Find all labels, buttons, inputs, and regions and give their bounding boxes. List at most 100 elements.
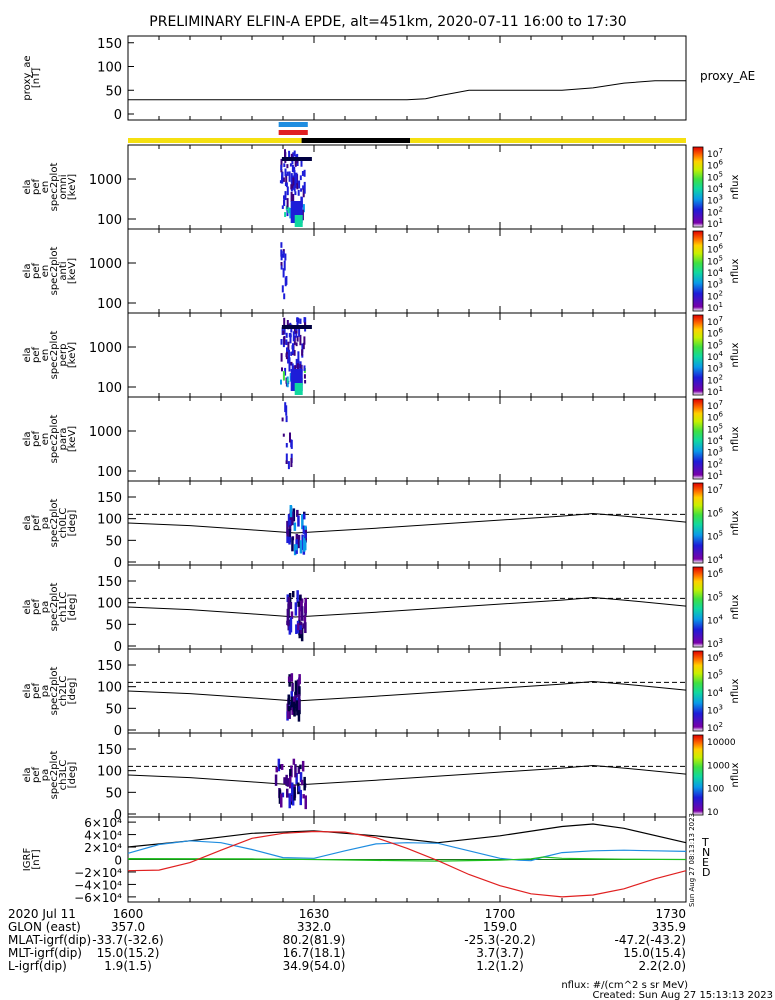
panel-perp-pixel <box>303 365 306 371</box>
panel-ch2LC-pixel <box>295 700 299 712</box>
panel-ch2LC-pixel <box>290 704 293 711</box>
panel-omni-pixel <box>301 209 304 221</box>
panel-ch0LC-pixel <box>291 537 294 552</box>
panel-ch3LC-pixel <box>278 789 282 804</box>
panel-omni-pixel <box>297 189 300 196</box>
panel-omni-pixel <box>288 171 291 182</box>
panel-ch3LC-ylabel: pa <box>40 769 51 781</box>
panel-ch0LC-pixel <box>286 530 289 537</box>
panel-perp-pixel <box>288 362 291 372</box>
panel-ch1LC-pixel <box>299 597 302 607</box>
panel-ch3LC-ytick-label: 150 <box>97 743 122 758</box>
panel-perp-pixel <box>283 327 286 335</box>
axis-row-value: 15.0(15.2) <box>97 946 160 960</box>
panel-ch0LC-cbar-tick: 107 <box>707 483 723 496</box>
panel-ch3LC-pixel <box>301 760 305 772</box>
panel-omni-pixel <box>280 168 283 173</box>
panel-ch0LC-pixel <box>299 540 303 554</box>
panel-anti-ylabel: pef <box>31 263 42 280</box>
panel-ch3LC-ylabel: spec2plot <box>49 751 60 800</box>
panel-perp-pixel <box>292 343 294 354</box>
panel-ch0LC-ylabel: spec2plot <box>49 499 60 548</box>
panel-ch1LC-pixel <box>302 623 305 629</box>
panel-omni-pixel <box>299 175 302 181</box>
panel-perp-pixel <box>282 330 285 335</box>
panel-ch3LC-cbar-label: nflux <box>730 762 741 787</box>
panel-ch0LC-ytick-label: 150 <box>97 491 122 506</box>
panel-ch0LC-ytick-label: 0 <box>114 556 122 571</box>
panel-anti-ytick-label: 100 <box>97 297 122 312</box>
panel-omni-pixel <box>280 158 283 168</box>
panel-ch1LC-ylabel: ch1LC <box>58 592 69 623</box>
panel-ch2LC-ylabel: [deg] <box>67 678 78 705</box>
panel-para-pixel <box>290 457 293 468</box>
panel-perp-colorbar <box>692 314 704 396</box>
panel-ch2LC-pixel <box>294 680 298 695</box>
panel-proxy_ae-legend: proxy_AE <box>700 69 755 83</box>
axis-row-value: 1730 <box>655 907 686 921</box>
panel-omni-pixel <box>290 191 293 202</box>
panel-ch2LC-colorbar <box>692 650 704 732</box>
panel-ch1LC-pixel <box>301 606 304 621</box>
axis-row-value: 1630 <box>299 907 330 921</box>
panel-para-pixel <box>285 460 288 464</box>
panel-status_bar-marker <box>278 130 308 135</box>
panel-ch0LC-pixel <box>295 544 298 551</box>
panel-ch2LC-pixel <box>287 694 290 705</box>
panel-status_bar-segment <box>410 138 686 143</box>
panel-ch1LC-pixel <box>297 601 300 607</box>
panel-para-frame <box>127 396 687 482</box>
panel-anti-pixel <box>282 251 285 258</box>
panel-ch2LC-ytick-label: 0 <box>114 724 122 739</box>
panel-ch3LC-pixel <box>286 778 290 787</box>
panel-ch2LC-line <box>127 680 687 702</box>
panel-ch3LC-pixel <box>302 794 305 799</box>
panel-perp-ylabel: spec2plot <box>49 331 60 380</box>
panel-perp-pixel <box>280 339 283 345</box>
panel-ch1LC-cbar-tick: 104 <box>707 614 723 627</box>
axis-row-label: 2020 Jul 11 <box>8 907 76 921</box>
panel-perp-ytick-label: 100 <box>97 381 122 396</box>
panel-anti-pixel <box>280 242 283 248</box>
panel-ch2LC-cbar-tick: 103 <box>707 704 723 717</box>
panel-perp-pixel <box>283 336 286 345</box>
panel-ch3LC-pixel <box>291 782 294 796</box>
side-stamp: Sun Aug 27 08:13:13 2023 <box>688 813 696 907</box>
panel-perp-pixel <box>285 377 288 384</box>
panel-igrf-ytick-label: 4×10⁴ <box>84 829 122 843</box>
panel-omni-pixel <box>292 152 295 160</box>
panel-ch2LC-pixel <box>290 696 293 708</box>
panel-perp-pixel <box>288 349 290 358</box>
panel-anti-colorbar <box>692 230 704 312</box>
panel-ch1LC-line <box>127 596 687 618</box>
panel-igrf-ytick-label: −4×10⁴ <box>74 878 122 892</box>
panel-ch2LC-ytick-label: 50 <box>105 702 122 717</box>
panel-ch1LC-pixel <box>299 595 302 601</box>
panel-perp-pixel <box>299 318 302 324</box>
panel-ch3LC-pixel <box>281 792 285 798</box>
panel-ch1LC-pixel <box>303 615 307 628</box>
panel-ch3LC-pixel <box>292 758 296 765</box>
panel-anti-pixel <box>283 260 286 271</box>
panel-ch0LC-ylabel: pa <box>40 517 51 529</box>
panel-ch2LC-ylabel: pa <box>40 685 51 697</box>
panel-ch3LC-pixel <box>274 774 278 786</box>
panel-ch3LC-line <box>127 764 687 786</box>
panel-ch3LC-ytick-label: 0 <box>114 808 122 823</box>
panel-omni-pixel <box>291 184 294 189</box>
panel-perp-pixel <box>295 358 298 369</box>
panel-ch3LC-ylabel: ch3LC <box>58 760 69 791</box>
panel-ch1LC-pixel <box>295 624 298 635</box>
panel-omni-pixel <box>284 191 287 201</box>
axis-row-value: 15.0(15.4) <box>623 946 686 960</box>
panel-para-ylabel: en <box>40 433 51 446</box>
panel-ch3LC-pixel <box>277 758 281 772</box>
panel-proxy_ae-ylabel: [nT] <box>31 68 42 88</box>
panel-ch3LC-pixel <box>303 776 306 791</box>
panel-anti-ylabel: ela <box>22 263 33 278</box>
panel-ch3LC-cbar-tick: 10 <box>707 808 719 818</box>
panel-perp-ylabel: pef <box>31 347 42 364</box>
panel-para-pixel <box>285 453 288 464</box>
panel-omni-pixel <box>296 158 299 164</box>
panel-ch3LC-pixel <box>280 764 284 770</box>
